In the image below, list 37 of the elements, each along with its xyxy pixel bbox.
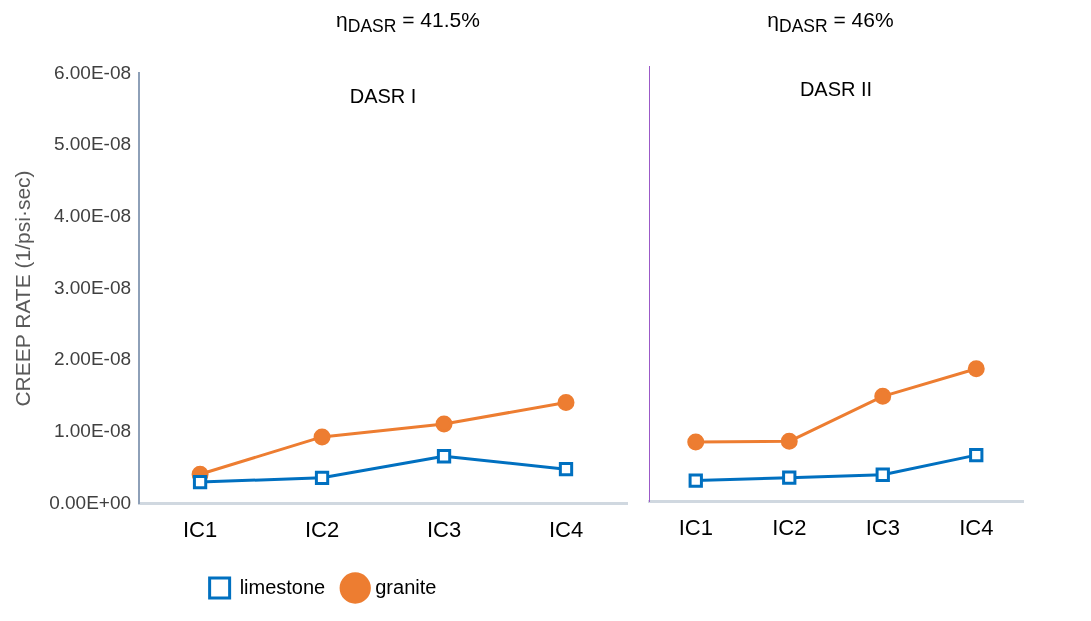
legend-label: granite <box>375 575 437 598</box>
chart-title: η$_{DASR}$ = 41.5% <box>335 8 481 38</box>
x-tick-label: IC1 <box>678 514 713 540</box>
point <box>687 433 705 451</box>
point <box>557 394 575 411</box>
point <box>192 474 208 490</box>
point <box>969 447 984 463</box>
point <box>688 473 703 488</box>
x-tick-label: IC3 <box>865 514 900 540</box>
x-tick-label: IC2 <box>304 516 340 542</box>
x-tick-label: IC3 <box>426 516 462 542</box>
y-tick-label: 0.00E+00 <box>49 491 132 513</box>
x-tick-label: IC2 <box>772 514 807 540</box>
annotation: DASR I <box>349 84 417 107</box>
point <box>314 470 330 485</box>
y-tick-label: 5.00E-08 <box>53 133 132 155</box>
point <box>875 467 890 482</box>
annotation: DASR II <box>799 77 873 100</box>
x-tick-label: IC4 <box>959 514 994 540</box>
point <box>436 449 452 464</box>
y-axis-title: CREEP RATE (1/psi·sec) <box>11 170 35 407</box>
x-tick-label: IC4 <box>548 516 584 542</box>
y-tick-label: 1.00E-08 <box>53 420 132 442</box>
point <box>558 462 574 477</box>
y-tick-label: 4.00E-08 <box>53 205 132 227</box>
point <box>435 415 453 433</box>
x-tick-label: IC1 <box>182 516 218 542</box>
chart-title: η$_{DASR}$ = 46% <box>766 8 895 38</box>
legend-label: limestone <box>239 575 326 598</box>
y-tick-label: 3.00E-08 <box>53 276 132 298</box>
point <box>780 432 798 450</box>
point <box>967 360 985 378</box>
y-tick-label: 2.00E-08 <box>53 348 132 370</box>
y-tick-label: 6.00E-08 <box>53 61 132 83</box>
point <box>874 387 892 405</box>
point <box>313 428 331 446</box>
point <box>782 470 797 485</box>
